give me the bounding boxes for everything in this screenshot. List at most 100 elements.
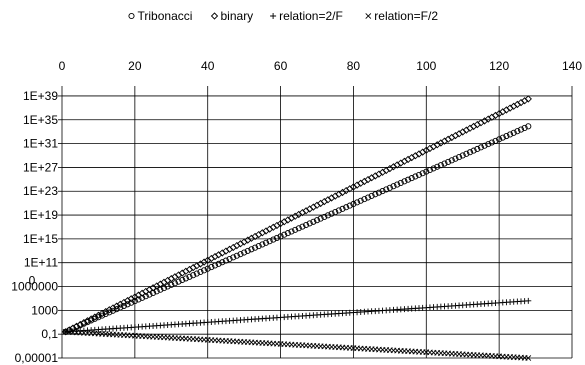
- data-point: [80, 320, 87, 327]
- data-point: [456, 154, 463, 161]
- data-point: [168, 281, 175, 288]
- data-point: [190, 272, 197, 279]
- data-point: [171, 280, 178, 287]
- data-point: [88, 317, 95, 324]
- y-tick-label: 1E+31: [23, 137, 58, 151]
- data-point: [448, 157, 455, 164]
- y-tick-label: 0,1: [41, 327, 58, 341]
- data-point: [386, 184, 393, 191]
- legend: Tribonacci binary relation=2/F relation=F/2: [128, 9, 438, 23]
- data-point: [354, 199, 361, 206]
- data-point: [375, 189, 382, 196]
- data-point: [343, 204, 350, 211]
- data-point: [503, 132, 510, 140]
- data-point: [525, 355, 532, 361]
- data-point: [109, 307, 117, 314]
- y-tick-label: 1E+35: [23, 113, 58, 127]
- data-point: [394, 181, 401, 188]
- data-point: [510, 129, 517, 136]
- data-point: [517, 126, 525, 133]
- data-point: [310, 218, 317, 225]
- data-point: [525, 297, 532, 304]
- data-point: [434, 163, 441, 170]
- y-tick-label: 1E+19: [23, 208, 58, 222]
- data-point: [139, 294, 146, 301]
- data-point: [492, 137, 499, 144]
- data-point: [175, 278, 182, 285]
- legend-label: relation=F/2: [374, 9, 438, 23]
- series-plus: [62, 297, 532, 335]
- data-point: [292, 226, 299, 233]
- data-point: [295, 225, 302, 232]
- x-tick-label: 120: [489, 59, 509, 73]
- data-point: [255, 242, 262, 250]
- data-point: [222, 257, 229, 264]
- legend-label: Tribonacci: [138, 9, 193, 23]
- data-point: [524, 95, 532, 103]
- data-point: [288, 228, 295, 235]
- data-point: [408, 175, 415, 182]
- data-point: [95, 314, 102, 321]
- data-point: [142, 293, 149, 300]
- data-point: [361, 196, 368, 203]
- data-point: [332, 209, 339, 216]
- data-point: [244, 247, 251, 254]
- data-point: [277, 233, 284, 240]
- data-point: [390, 183, 397, 190]
- data-point: [317, 215, 324, 222]
- data-point: [270, 236, 277, 243]
- data-point: [383, 186, 390, 193]
- data-point: [474, 145, 481, 153]
- data-point: [281, 231, 288, 238]
- data-point: [335, 207, 342, 214]
- y-axis: 1E+39 1E+35 1E+31 1E+27 1E+23 1E+19 1E+15 1E+11…: [11, 89, 58, 365]
- data-point: [419, 170, 426, 177]
- data-point: [477, 144, 484, 151]
- y-tick-label: 1000: [31, 303, 58, 317]
- data-point: [215, 260, 222, 267]
- data-point: [321, 213, 328, 220]
- data-point: [193, 270, 200, 277]
- data-point: [496, 136, 503, 143]
- legend-marker: [270, 13, 277, 19]
- data-point: [259, 241, 266, 248]
- data-point: [415, 171, 423, 178]
- data-point: [346, 202, 353, 209]
- data-point: [179, 276, 186, 284]
- x-tick-label: 140: [562, 59, 582, 73]
- data-point: [313, 217, 321, 224]
- data-point: [481, 142, 488, 149]
- data-point: [303, 221, 310, 229]
- data-point: [452, 155, 459, 162]
- data-point: [219, 259, 226, 266]
- data-point: [357, 197, 364, 204]
- data-point: [208, 264, 215, 271]
- data-point: [364, 194, 372, 201]
- x-tick-label: 20: [128, 59, 142, 73]
- data-point: [182, 275, 189, 282]
- data-point: [328, 210, 335, 217]
- data-point: [459, 152, 466, 159]
- y-tick-label-stray: 0: [29, 274, 36, 288]
- data-point: [266, 238, 273, 245]
- y-tick-label: 1E+39: [23, 89, 58, 103]
- data-point: [379, 187, 386, 195]
- x-tick-label: 80: [347, 59, 361, 73]
- data-point: [430, 165, 437, 172]
- data-point: [102, 310, 109, 318]
- x-tick-label: 100: [416, 59, 436, 73]
- data-point: [324, 212, 331, 219]
- grid: [58, 86, 573, 359]
- data-point: [339, 205, 346, 212]
- data-point: [445, 158, 452, 165]
- y-tick-label: 1E+15: [23, 232, 58, 246]
- legend-label: binary: [221, 9, 254, 23]
- data-point: [507, 131, 514, 138]
- x-tick-label: 40: [201, 59, 215, 73]
- data-point: [466, 149, 474, 156]
- data-point: [113, 306, 120, 313]
- data-point: [248, 246, 255, 253]
- data-point: [437, 162, 444, 169]
